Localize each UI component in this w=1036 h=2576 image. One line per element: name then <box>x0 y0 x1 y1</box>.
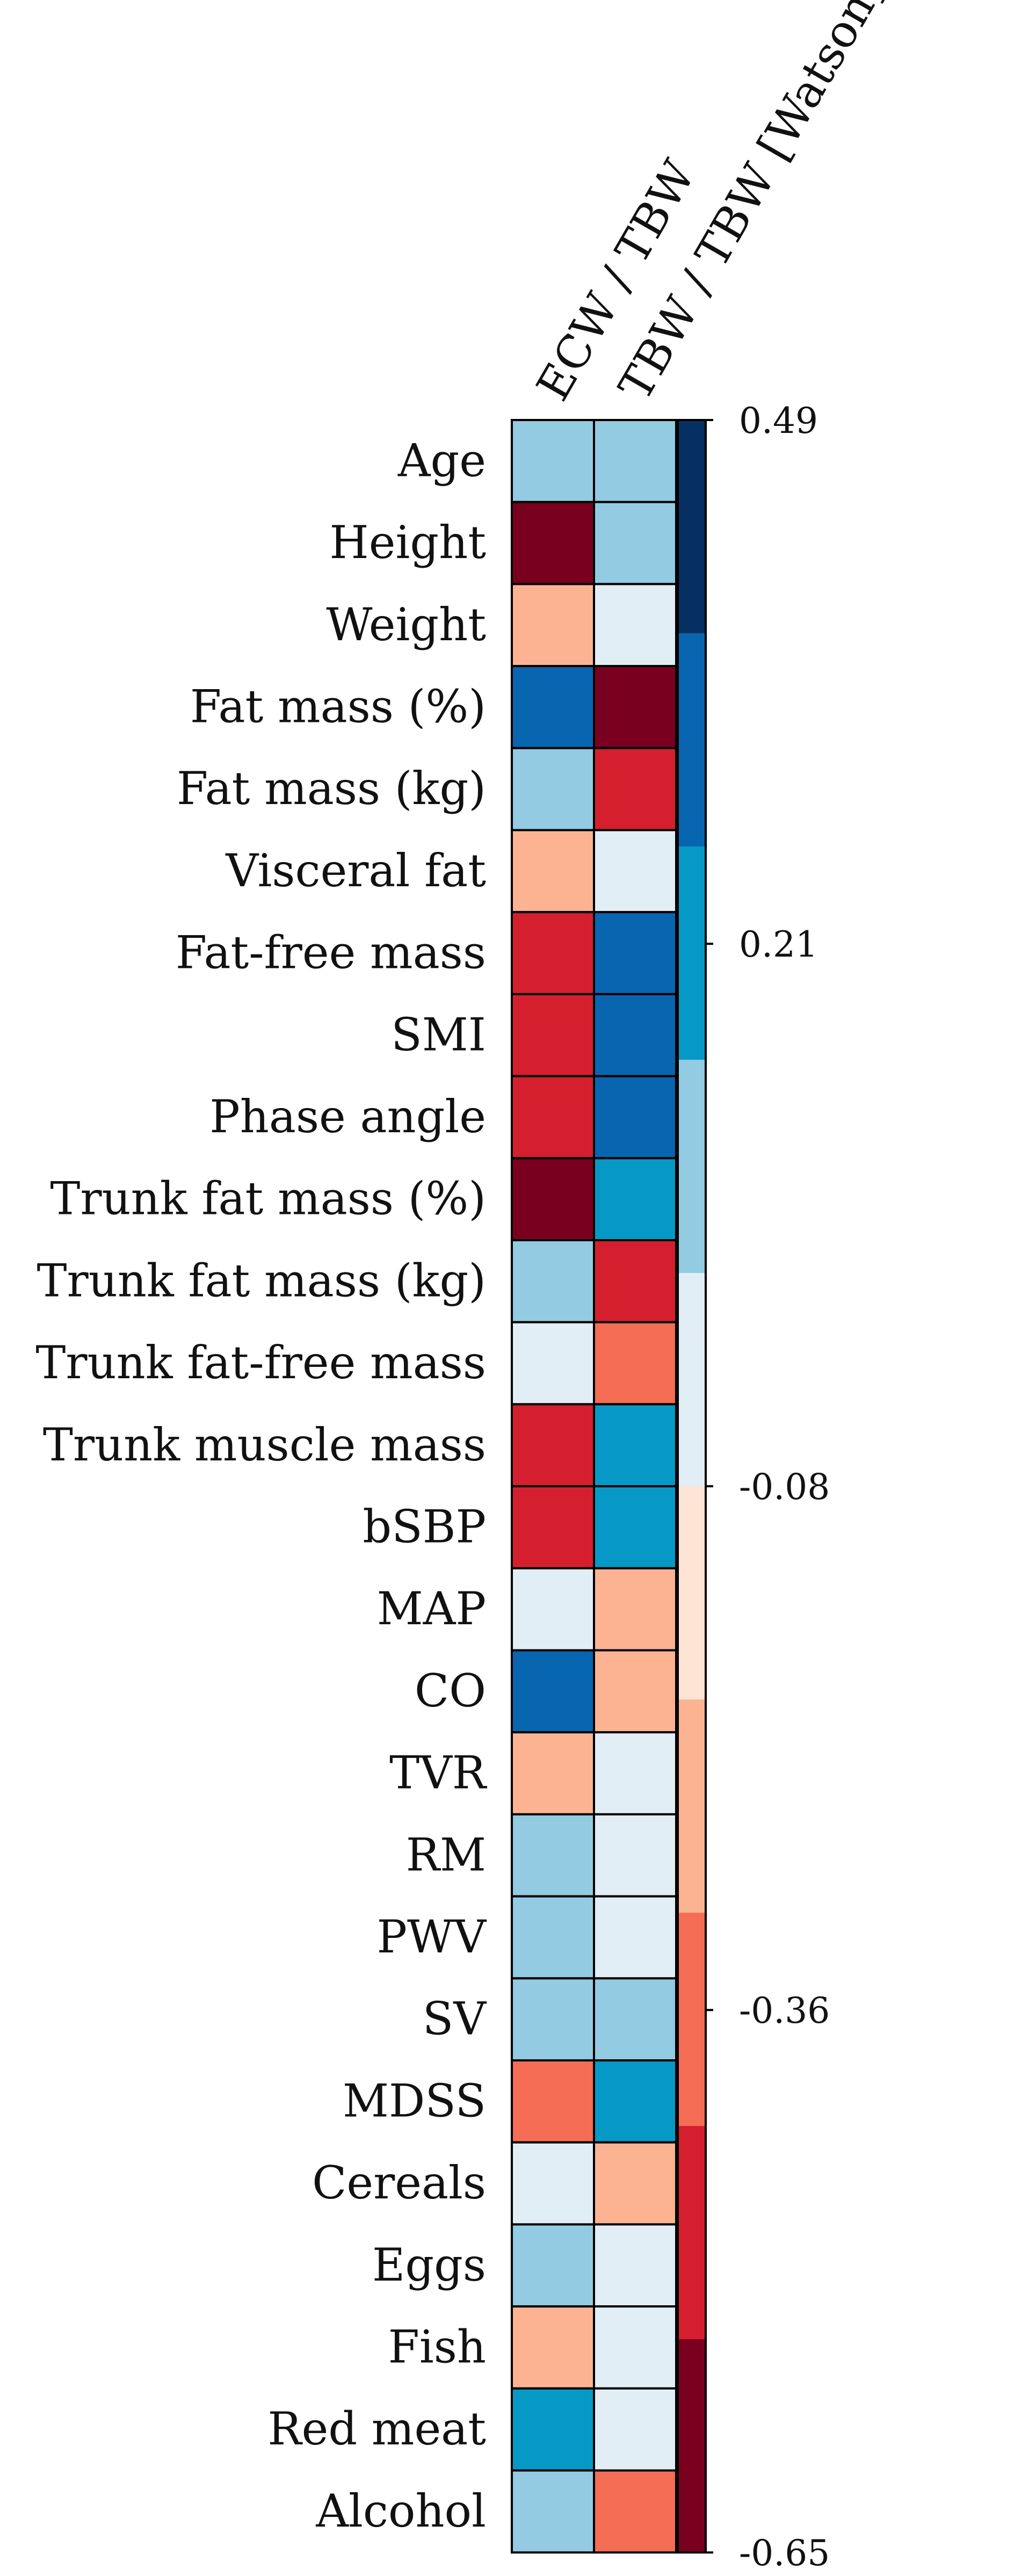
heatmap-cell-phase-angle-1 <box>511 1075 595 1160</box>
colorbar-tick-label: 0.49 <box>739 400 818 442</box>
colorbar-tick-label: -0.65 <box>739 2532 830 2574</box>
row-label-fat-mass: Fat mass (%) <box>190 680 486 733</box>
row-label-fat-mass-kg: Fat mass (kg) <box>177 762 486 815</box>
row-label-red-meat: Red meat <box>267 2403 486 2455</box>
heatmap-cell-weight-1 <box>511 583 595 668</box>
row-label-bsbp: bSBP <box>363 1500 486 1553</box>
row-label-map: MAP <box>377 1582 486 1635</box>
heatmap-cell-pwv-2 <box>593 1895 677 1980</box>
row-label-age: Age <box>397 434 486 487</box>
heatmap-cell-alcohol-2 <box>593 2469 677 2554</box>
heatmap-cell-rm-2 <box>593 1813 677 1898</box>
heatmap-cell-trunk-muscle-mass-1 <box>511 1403 595 1488</box>
colorbar: 0.49 0.21 -0.08 -0.36 -0.65 <box>677 400 830 2574</box>
heatmap-cell-trunk-fat-mass-1 <box>511 1157 595 1242</box>
heatmap-cell-trunk-muscle-mass-2 <box>593 1403 677 1488</box>
colorbar-band-9 <box>678 2126 706 2340</box>
row-label-fat-free-mass: Fat-free mass <box>176 927 486 979</box>
heatmap-cell-cereals-2 <box>593 2141 677 2226</box>
heatmap-cell-age-1 <box>511 419 595 503</box>
heatmap-cell-smi-2 <box>593 993 677 1077</box>
colorbar-band-5 <box>678 1273 706 1487</box>
colorbar-tick-label: -0.08 <box>739 1466 830 1508</box>
row-label-trunk-fat-free-mass: Trunk fat-free mass <box>35 1336 486 1389</box>
heatmap-cell-red-meat-1 <box>511 2387 595 2472</box>
heatmap-cell-fat-mass-2 <box>593 665 677 749</box>
heatmap-cell-bsbp-1 <box>511 1485 595 1569</box>
heatmap-cell-trunk-fat-free-mass-1 <box>511 1321 595 1406</box>
row-labels: Age Height Weight Fat mass (%) Fat mass (kg)… <box>35 434 487 2537</box>
row-label-mdss: MDSS <box>343 2074 486 2127</box>
colorbar-tick-label: -0.36 <box>739 1990 830 2031</box>
heatmap-cell-age-2 <box>593 419 677 503</box>
row-label-alcohol: Alcohol <box>315 2485 486 2537</box>
heatmap-cells <box>511 419 677 2554</box>
heatmap-cell-fat-free-mass-1 <box>511 911 595 995</box>
heatmap-cell-trunk-fat-free-mass-2 <box>593 1321 677 1406</box>
row-label-trunk-muscle-mass: Trunk muscle mass <box>43 1419 486 1471</box>
heatmap-cell-eggs-1 <box>511 2223 595 2308</box>
heatmap-cell-fish-2 <box>593 2305 677 2390</box>
row-label-tvr: TVR <box>389 1747 488 1799</box>
row-label-cereals: Cereals <box>312 2157 486 2209</box>
heatmap-cell-rm-1 <box>511 1813 595 1898</box>
heatmap-cell-fat-free-mass-2 <box>593 911 677 995</box>
colorbar-band-6 <box>678 1486 706 1700</box>
colorbar-band-7 <box>678 1699 706 1913</box>
row-label-height: Height <box>330 516 487 569</box>
heatmap-cell-eggs-2 <box>593 2223 677 2308</box>
heatmap-cell-cereals-1 <box>511 2141 595 2226</box>
colorbar-band-1 <box>678 420 706 634</box>
heatmap-cell-visceral-fat-1 <box>511 829 595 914</box>
heatmap-cell-bsbp-2 <box>593 1485 677 1569</box>
heatmap-cell-height-1 <box>511 501 595 585</box>
heatmap-cell-mdss-1 <box>511 2059 595 2144</box>
row-label-trunk-fat-mass: Trunk fat mass (%) <box>50 1173 486 1225</box>
heatmap-cell-map-2 <box>593 1567 677 1652</box>
row-label-fish: Fish <box>388 2320 486 2373</box>
heatmap-cell-phase-angle-2 <box>593 1075 677 1160</box>
heatmap-cell-co-2 <box>593 1649 677 1734</box>
colorbar-band-10 <box>678 2339 706 2553</box>
colorbar-band-4 <box>678 1060 706 1273</box>
heatmap-cell-sv-1 <box>511 1977 595 2062</box>
row-label-eggs: Eggs <box>372 2239 486 2291</box>
heatmap-cell-alcohol-1 <box>511 2469 595 2554</box>
row-label-weight: Weight <box>326 598 486 651</box>
row-label-sv: SV <box>423 1993 487 2045</box>
heatmap-cell-smi-1 <box>511 993 595 1077</box>
heatmap-cell-trunk-fat-mass-kg-2 <box>593 1239 677 1323</box>
heatmap-cell-sv-2 <box>593 1977 677 2062</box>
row-label-pwv: PWV <box>376 1911 487 1963</box>
row-label-rm: RM <box>406 1828 486 1881</box>
heatmap-cell-red-meat-2 <box>593 2387 677 2472</box>
heatmap-cell-map-1 <box>511 1567 595 1652</box>
heatmap-cell-pwv-1 <box>511 1895 595 1980</box>
heatmap-cell-fat-mass-kg-2 <box>593 747 677 831</box>
heatmap-cell-height-2 <box>593 501 677 585</box>
heatmap-cell-fat-mass-kg-1 <box>511 747 595 831</box>
heatmap-cell-mdss-2 <box>593 2059 677 2144</box>
heatmap-cell-fat-mass-1 <box>511 665 595 749</box>
row-label-phase-angle: Phase angle <box>209 1090 486 1143</box>
row-label-smi: SMI <box>391 1008 486 1061</box>
colorbar-band-2 <box>678 633 706 847</box>
row-label-visceral-fat: Visceral fat <box>225 844 486 897</box>
heatmap-cell-visceral-fat-2 <box>593 829 677 914</box>
colorbar-band-3 <box>678 846 706 1060</box>
heatmap-cell-weight-2 <box>593 583 677 668</box>
row-label-trunk-fat-mass-kg: Trunk fat mass (kg) <box>37 1254 486 1307</box>
heatmap-cell-tvr-2 <box>593 1731 677 1815</box>
colorbar-tick-label: 0.21 <box>739 924 818 965</box>
colorbar-band-8 <box>678 1913 706 2126</box>
heatmap-cell-co-1 <box>511 1649 595 1734</box>
row-label-co: CO <box>415 1665 486 1717</box>
heatmap-cell-tvr-1 <box>511 1731 595 1815</box>
heatmap-cell-trunk-fat-mass-kg-1 <box>511 1239 595 1323</box>
heatmap-cell-trunk-fat-mass-2 <box>593 1157 677 1242</box>
heatmap-cell-fish-1 <box>511 2305 595 2390</box>
